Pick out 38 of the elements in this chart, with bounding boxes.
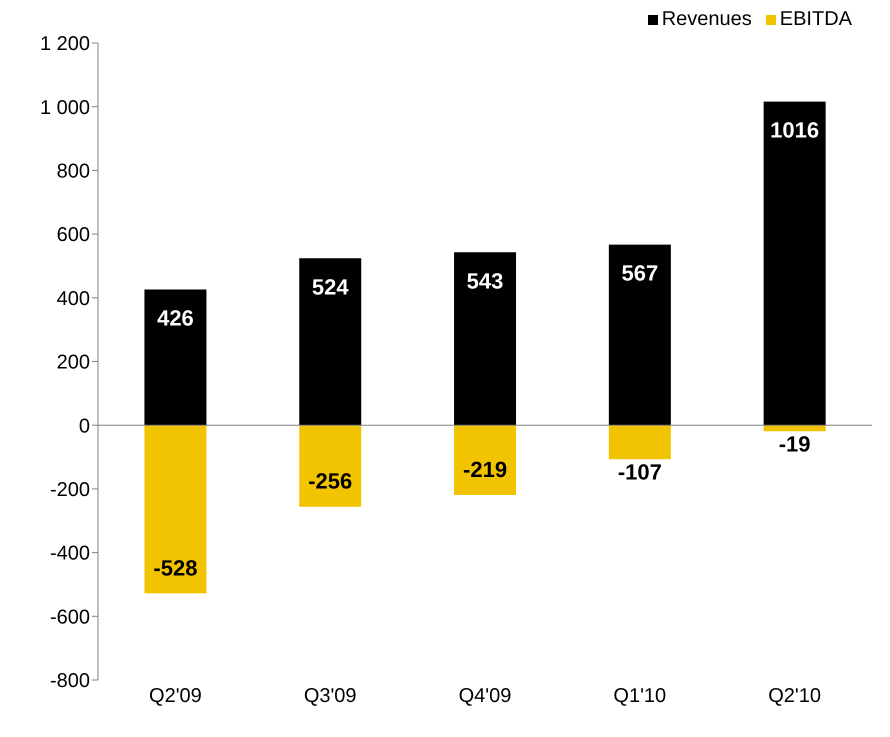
x-tick-label: Q3'09 — [304, 685, 357, 708]
data-label: -528 — [153, 555, 198, 580]
legend-label: Revenues — [660, 8, 752, 31]
bar — [144, 290, 206, 426]
y-tick-label: -200 — [50, 479, 90, 501]
x-tick-label: Q4'09 — [458, 685, 512, 708]
y-tick-label: -600 — [50, 606, 90, 628]
data-label: -107 — [618, 459, 662, 484]
y-tick-label: -800 — [50, 670, 90, 692]
data-label: -19 — [778, 431, 811, 456]
bar — [764, 425, 826, 432]
data-label: 426 — [157, 306, 194, 331]
y-tick-label: 1 200 — [40, 33, 90, 56]
data-label: -219 — [463, 456, 508, 482]
bar — [299, 258, 362, 426]
data-label: 567 — [621, 260, 658, 286]
bar — [144, 425, 206, 594]
bar — [454, 425, 516, 495]
bar — [299, 425, 362, 507]
data-label: 524 — [312, 274, 350, 300]
bar — [764, 102, 826, 426]
y-tick-label: -400 — [50, 542, 90, 565]
data-label: 1016 — [770, 118, 820, 143]
x-tick-label: Q2'10 — [768, 685, 821, 708]
bar — [454, 252, 516, 426]
y-tick-label: 600 — [56, 224, 90, 246]
bar — [608, 425, 671, 460]
legend-label: EBITDA — [778, 8, 852, 31]
y-tick-label: 800 — [56, 160, 90, 182]
data-label: -256 — [308, 468, 352, 494]
y-tick-label: 200 — [56, 352, 90, 374]
y-tick-label: 400 — [56, 288, 90, 310]
data-label: 543 — [466, 268, 504, 294]
x-tick-label: Q2'09 — [149, 685, 202, 708]
x-tick-label: Q1'10 — [613, 685, 666, 708]
bar — [608, 244, 671, 426]
y-tick-label: 0 — [78, 415, 90, 438]
y-tick-label: 1 000 — [40, 96, 90, 119]
